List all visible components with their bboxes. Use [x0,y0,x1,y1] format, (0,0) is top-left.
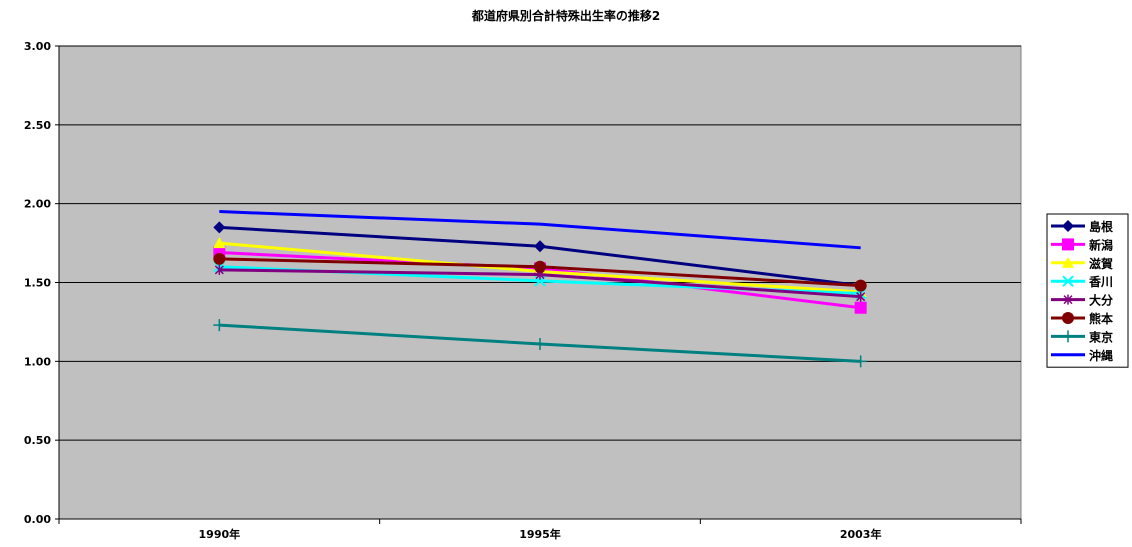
series-6 [213,319,867,368]
legend-label: 東京 [1089,329,1113,344]
y-tick-label: 2.00 [24,198,51,211]
legend-item: 熊本 [1051,311,1113,326]
legend-marker [1062,238,1074,251]
data-point [854,355,867,368]
legend-label: 新潟 [1089,237,1113,252]
legend [1046,213,1129,368]
legend-label: 大分 [1089,293,1113,308]
legend-label: 香川 [1088,274,1113,289]
legend-item: 香川 [1051,274,1113,289]
series-5 [213,252,867,292]
legend-marker [1062,275,1074,287]
legend-item: 滋賀 [1051,256,1113,271]
y-tick-label: 2.50 [24,119,51,132]
legend-item: 沖縄 [1051,348,1113,363]
data-point [213,237,226,249]
y-tick-label: 1.50 [24,277,51,290]
legend-marker [1063,294,1073,305]
data-point [213,319,226,332]
data-point [214,264,224,275]
legend-label: 沖縄 [1089,348,1113,363]
legend-item: 新潟 [1051,237,1113,252]
legend-item: 大分 [1051,293,1113,308]
legend-item: 島根 [1051,219,1113,234]
data-point [213,221,226,234]
x-tick-label: 1995年 [519,527,561,541]
series-7 [219,210,861,250]
y-tick-label: 1.00 [24,355,51,368]
data-point [534,260,546,273]
series-line [219,210,861,250]
data-point [854,279,867,292]
y-tick-label: 0.50 [24,434,51,447]
data-point [534,337,546,350]
x-tick-label: 2003年 [840,527,882,541]
legend-label: 熊本 [1089,311,1113,326]
data-point [856,291,866,302]
y-tick-label: 3.00 [24,40,51,53]
x-tick-label: 1990年 [199,527,241,541]
chart-title: 都道府県別合計特殊出生率の推移2 [471,9,661,23]
data-point [213,252,226,265]
data-point [854,301,867,314]
legend-marker [1062,256,1074,268]
legend-marker [1062,330,1074,343]
legend-label: 滋賀 [1089,256,1113,271]
data-point [534,240,546,253]
y-tick-label: 0.00 [24,513,51,526]
legend-marker [1062,312,1074,324]
legend-label: 島根 [1089,219,1113,234]
legend-marker [1062,220,1074,232]
legend-item: 東京 [1051,329,1113,344]
